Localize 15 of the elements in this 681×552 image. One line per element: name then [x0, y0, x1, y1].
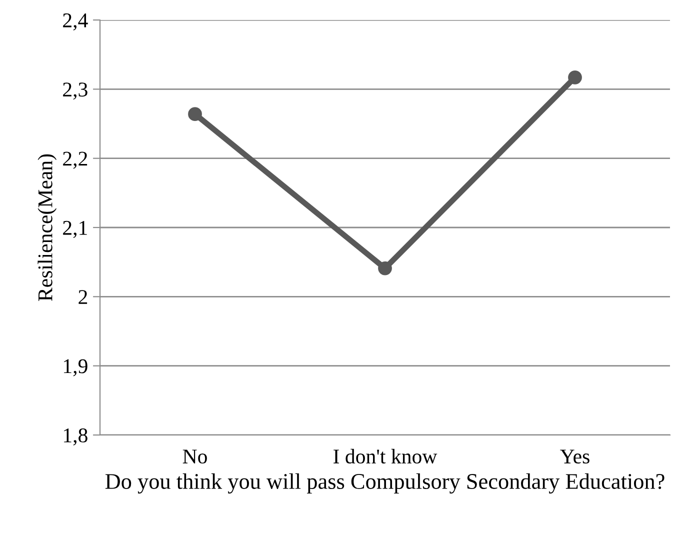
y-tick-label: 1,9	[64, 359, 88, 376]
y-tick-label: 2	[78, 290, 88, 304]
y-axis-title: Resilience(Mean)	[38, 154, 57, 301]
y-tick-label: 2,3	[63, 82, 88, 100]
y-tick-label: 2,4	[63, 13, 88, 30]
point	[188, 107, 202, 122]
point	[378, 261, 392, 276]
x-tick-label: I don't know	[334, 448, 438, 464]
x-tick-label: Yes	[560, 450, 590, 464]
y-tick-label: 2,1	[63, 220, 87, 238]
y-tick-label: 1,8	[64, 428, 88, 446]
x-axis-title: Do you think you will pass Compulsory Secondary Education?	[105, 473, 664, 494]
x-tick-label: No	[182, 450, 207, 464]
point	[568, 70, 582, 84]
y-tick-label: 2,2	[63, 152, 88, 169]
